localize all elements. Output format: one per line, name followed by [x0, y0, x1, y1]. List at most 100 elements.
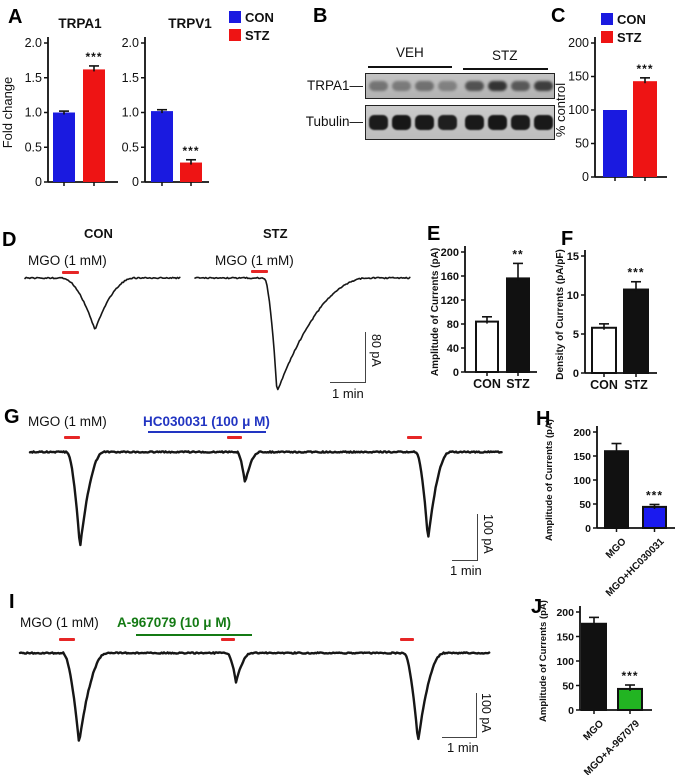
y-tick-label: 10 — [567, 290, 579, 302]
mgo-stimulus-label: MGO (1 mM) — [28, 253, 107, 268]
trpa1-band — [369, 81, 388, 91]
y-tick-label: 1.5 — [122, 71, 139, 85]
trpa1-band — [511, 81, 530, 91]
bar-STZ — [83, 69, 105, 182]
bar-CON — [603, 110, 627, 177]
tubulin-band — [465, 115, 484, 130]
panel-a-trpa1-chart: 0 0.5 1.0 1.5 2.0 Fold change TRPA1 *** — [2, 12, 120, 204]
a967079-application-bar — [136, 634, 252, 636]
legend-con-label: CON — [245, 10, 274, 25]
bar-CON — [592, 328, 616, 373]
trpa1-band — [438, 81, 457, 91]
significance-stars: *** — [182, 144, 199, 158]
bar-MGO+HC030031 — [643, 507, 666, 528]
panel-label-i: I — [9, 591, 15, 614]
y-tick-label: 120 — [441, 295, 459, 307]
scale-bar-min-label: 1 min — [447, 740, 479, 755]
y-tick-label: 2.0 — [122, 36, 139, 50]
y-tick-label: 200 — [568, 36, 589, 50]
significance-stars: ** — [512, 247, 523, 261]
chart-title: TRPV1 — [168, 16, 212, 31]
panel-e-chart: 0 40 80 120 160 200 Amplitude of Currents (pA)… — [428, 230, 555, 400]
y-tick-label: 0 — [585, 523, 591, 535]
significance-stars: *** — [627, 266, 644, 280]
y-tick-label: 1.0 — [122, 106, 139, 120]
bar-MGO — [582, 624, 606, 710]
ampEF-svg: 0 40 80 120 160 200Amplitude of Currents (pA)… — [428, 230, 555, 400]
x-category-label: MGO — [581, 718, 606, 743]
densF-svg: 051015Density of Currents (pA/pF)CON***S… — [555, 230, 685, 400]
y-tick-label: 0.5 — [122, 140, 139, 154]
significance-stars: *** — [85, 50, 102, 64]
y-tick-label: 200 — [556, 607, 574, 619]
bar-STZ — [624, 290, 648, 373]
significance-stars: *** — [621, 669, 638, 683]
a967079-drug-label: A-967079 (10 μ M) — [117, 615, 231, 630]
trpa1-svg: 0 0.5 1.0 1.5 2.0 Fold change TRPA1 *** — [2, 12, 120, 204]
y-tick-label: 50 — [579, 499, 591, 511]
legend-panel-a: CON STZ — [229, 8, 274, 44]
current-trace — [30, 451, 502, 545]
y-axis-label: Amplitude of Currents (pA) — [544, 419, 555, 541]
chart-title: TRPA1 — [58, 16, 102, 31]
western-blot-trpa1-strip — [365, 73, 555, 99]
veh-group-line — [368, 66, 452, 68]
bar-CON — [53, 113, 75, 183]
x-category-label: CON — [590, 378, 618, 392]
mgo-stimulus-label: MGO (1 mM) — [215, 253, 294, 268]
y-tick-label: 2.0 — [25, 36, 42, 50]
y-tick-label: 1.0 — [25, 106, 42, 120]
hc030031-drug-label: HC030031 (100 μ M) — [143, 414, 270, 429]
bar-STZ — [507, 278, 529, 372]
tubulin-band — [438, 115, 457, 130]
legend-row-stz: STZ — [229, 26, 274, 44]
y-tick-label: 150 — [573, 451, 591, 463]
y-axis-label: Density of Currents (pA/pF) — [555, 249, 566, 380]
bar-MGO+A-967079 — [618, 689, 642, 710]
y-tick-label: 0 — [132, 175, 139, 189]
y-tick-label: 150 — [568, 70, 589, 84]
y-tick-label: 0 — [568, 705, 574, 717]
panel-h-chart: 0 50 100 150 200 Amplitude of Currents (pA) MG… — [532, 412, 685, 590]
blot-group-veh-label: VEH — [396, 45, 424, 60]
legend-row-con: CON — [229, 8, 274, 26]
bar-STZ — [180, 163, 202, 182]
y-tick-label: 150 — [556, 632, 574, 644]
y-tick-label: 5 — [573, 329, 579, 341]
tubulin-band — [369, 115, 388, 130]
trpv1-svg: 0 0.5 1.0 1.5 2.0 TRPV1 *** — [118, 12, 230, 204]
panel-a-trpv1-chart: 0 0.5 1.0 1.5 2.0 TRPV1 *** — [118, 12, 230, 204]
x-category-label: MGO — [604, 536, 629, 561]
y-tick-label: 0.5 — [25, 140, 42, 154]
stz-group-line — [463, 68, 548, 70]
panel-j-chart: 0 50 100 150 200 Amplitude of Currents (pA) MG… — [530, 598, 685, 775]
x-category-label: STZ — [506, 377, 530, 391]
y-tick-label: 0 — [582, 170, 589, 184]
bar-CON — [476, 322, 498, 372]
bar-MGO — [605, 451, 628, 528]
scale-bar-pa-label: 80 pA — [369, 334, 383, 367]
con-color-swatch — [601, 13, 613, 25]
scale-bar-pa-label: 100 pA — [481, 514, 495, 554]
y-tick-label: 15 — [567, 251, 579, 263]
scale-bar-pa-label: 100 pA — [479, 693, 493, 733]
scale-bar — [442, 693, 477, 738]
legend-con-label: CON — [617, 12, 646, 27]
scale-bar — [452, 514, 478, 561]
panel-label-b: B — [313, 5, 327, 28]
y-tick-label: 50 — [562, 681, 574, 693]
figure-canvas: A B C D E F G H I J CON STZ CON STZ VEH … — [0, 0, 685, 775]
tubulin-row-label: Tubulin— — [297, 114, 363, 129]
panel-d-stz-title: STZ — [263, 226, 288, 241]
y-axis-label: Fold change — [0, 77, 15, 149]
trpa1-row-label: TRPA1— — [305, 78, 363, 93]
y-tick-label: 200 — [573, 427, 591, 439]
y-tick-label: 200 — [441, 247, 459, 259]
y-tick-label: 40 — [447, 343, 459, 355]
x-category-label: STZ — [624, 378, 648, 392]
panel-label-g: G — [4, 406, 20, 429]
scale-bar-min-label: 1 min — [450, 563, 482, 578]
stz-color-swatch — [229, 29, 241, 41]
panel-d-con-title: CON — [84, 226, 113, 241]
y-tick-label: 1.5 — [25, 71, 42, 85]
